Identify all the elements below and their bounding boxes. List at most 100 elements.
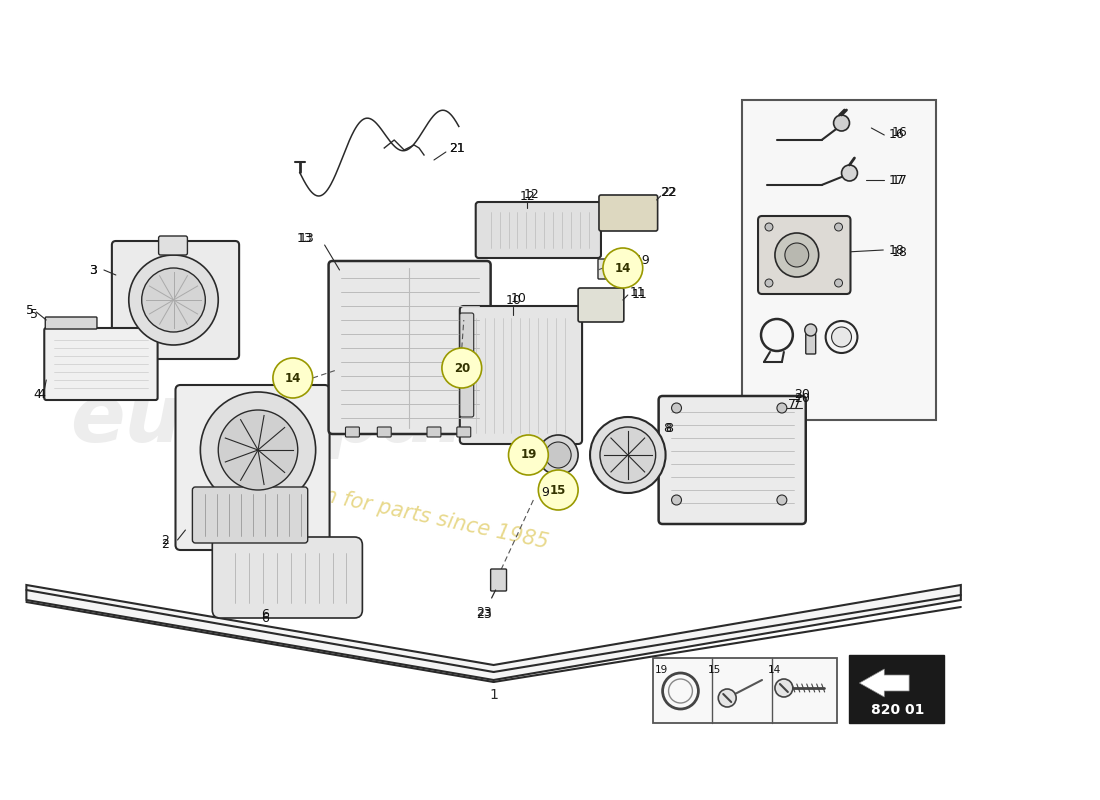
Text: 13: 13 [299,231,315,245]
Text: 5: 5 [26,303,34,317]
Text: 2: 2 [162,534,169,546]
Circle shape [805,324,816,336]
Text: 7: 7 [788,398,795,411]
Text: 10: 10 [506,294,521,306]
FancyBboxPatch shape [377,427,392,437]
FancyBboxPatch shape [44,328,157,400]
FancyBboxPatch shape [460,373,474,417]
Circle shape [273,358,312,398]
Bar [652,658,837,723]
Text: 22: 22 [661,186,676,198]
Circle shape [200,392,316,508]
FancyBboxPatch shape [475,202,601,258]
Circle shape [538,470,579,510]
Circle shape [671,495,682,505]
FancyBboxPatch shape [45,317,97,329]
Text: 18: 18 [891,246,908,258]
Circle shape [777,495,786,505]
Circle shape [442,348,482,388]
FancyBboxPatch shape [579,288,624,322]
Text: 16: 16 [891,126,908,139]
FancyBboxPatch shape [460,306,582,444]
FancyBboxPatch shape [805,334,816,354]
Text: 20: 20 [794,389,810,402]
Circle shape [603,248,642,288]
Text: 12: 12 [524,187,539,201]
Circle shape [671,403,682,413]
FancyBboxPatch shape [192,487,308,543]
FancyBboxPatch shape [659,396,805,524]
Text: 3: 3 [89,263,97,277]
FancyBboxPatch shape [427,427,441,437]
Polygon shape [26,585,960,680]
Text: 14: 14 [768,665,782,675]
Text: 20: 20 [453,362,470,374]
Text: 6: 6 [261,607,268,621]
Text: 4: 4 [33,389,42,402]
Text: 1: 1 [490,688,498,702]
Text: 13: 13 [297,231,312,245]
FancyBboxPatch shape [598,259,622,279]
FancyBboxPatch shape [176,385,330,550]
Text: 16: 16 [889,129,904,142]
Circle shape [764,279,773,287]
Circle shape [129,255,218,345]
Text: 21: 21 [449,142,464,154]
Text: 9: 9 [539,483,547,497]
Circle shape [826,321,857,353]
Text: 11: 11 [630,286,646,298]
FancyBboxPatch shape [345,427,360,437]
Text: 15: 15 [550,483,566,497]
Circle shape [774,679,793,697]
Text: 820 01: 820 01 [870,703,924,717]
Text: a passion for parts since 1985: a passion for parts since 1985 [238,467,550,553]
Circle shape [832,327,851,347]
Text: 2: 2 [162,538,169,551]
Text: 19: 19 [520,449,537,462]
Text: 17: 17 [891,174,908,186]
Circle shape [546,442,571,468]
Text: 14: 14 [285,371,301,385]
Bar [742,100,936,420]
Circle shape [590,417,666,493]
Circle shape [718,689,736,707]
Polygon shape [859,669,909,697]
FancyBboxPatch shape [456,427,471,437]
Circle shape [508,435,548,475]
Circle shape [600,427,656,483]
Text: 8: 8 [666,422,673,434]
FancyBboxPatch shape [758,216,850,294]
Circle shape [142,268,206,332]
FancyBboxPatch shape [491,569,506,591]
Text: 3: 3 [89,263,97,277]
Text: 17: 17 [889,174,904,186]
Text: 11: 11 [631,289,648,302]
Circle shape [669,679,692,703]
Text: 12: 12 [519,190,536,202]
Text: 18: 18 [889,243,904,257]
Text: 6: 6 [261,611,268,625]
FancyBboxPatch shape [112,241,239,359]
FancyBboxPatch shape [600,195,658,231]
Circle shape [764,223,773,231]
Text: 9: 9 [541,486,549,498]
Circle shape [774,233,818,277]
Circle shape [835,279,843,287]
FancyBboxPatch shape [158,236,187,255]
Text: 19: 19 [635,254,650,266]
Text: 4: 4 [37,389,45,402]
Text: 23: 23 [476,609,492,622]
Text: eurospares: eurospares [70,381,579,459]
Bar [849,655,944,723]
Circle shape [785,243,808,267]
Circle shape [835,223,843,231]
Text: 23: 23 [476,606,492,618]
Circle shape [218,410,298,490]
Text: 19: 19 [654,665,668,675]
Text: 15: 15 [707,665,721,675]
FancyBboxPatch shape [460,313,474,357]
Text: 5: 5 [31,309,38,322]
Circle shape [538,435,579,475]
Text: 20: 20 [794,391,810,405]
FancyBboxPatch shape [212,537,362,618]
